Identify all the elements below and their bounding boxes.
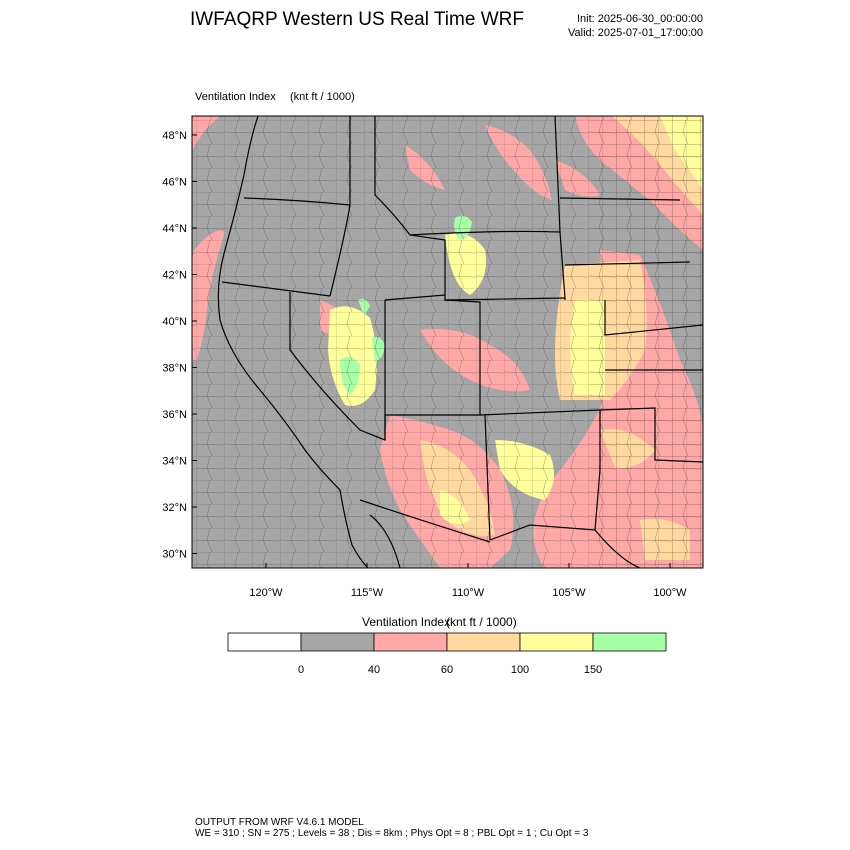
map-field	[192, 116, 703, 568]
lon-tick-label: 120°W	[249, 587, 283, 599]
plot-unit: (knt ft / 1000)	[290, 91, 355, 103]
lat-tick-label: 34°N	[162, 456, 187, 468]
colorbar-label: 0	[297, 664, 305, 676]
plot-title: Ventilation Index	[195, 91, 276, 103]
longitude-axis: 120°W 115°W 110°W 105°W 100°W	[249, 563, 687, 599]
lat-tick-label: 48°N	[162, 130, 187, 142]
lat-tick-label: 44°N	[162, 223, 187, 235]
colorbar-swatch	[300, 632, 375, 652]
colorbar	[227, 632, 667, 652]
colorbar-swatch	[592, 632, 667, 652]
lat-tick-label: 40°N	[162, 316, 187, 328]
lat-tick-label: 38°N	[162, 363, 187, 375]
footer-model-line: OUTPUT FROM WRF V4.6.1 MODEL	[195, 817, 364, 828]
colorbar-label: 100	[510, 664, 530, 676]
colorbar-swatch	[519, 632, 594, 652]
footer-config-line: WE = 310 ; SN = 275 ; Levels = 38 ; Dis …	[195, 828, 589, 839]
lon-tick-label: 105°W	[552, 587, 586, 599]
lon-tick-label: 100°W	[653, 587, 687, 599]
lon-tick-label: 115°W	[351, 587, 384, 599]
colorbar-unit: (knt ft / 1000)	[446, 615, 517, 629]
colorbar-label: 40	[367, 664, 381, 676]
lat-tick-label: 36°N	[162, 409, 187, 421]
colorbar-swatch	[227, 632, 302, 652]
lat-tick-label: 30°N	[162, 549, 187, 561]
map-frame	[191, 115, 704, 569]
main-title: IWFAQRP Western US Real Time WRF	[190, 9, 524, 30]
colorbar-swatch	[446, 632, 521, 652]
colorbar-label: 60	[440, 664, 454, 676]
lon-tick-label: 110°W	[452, 587, 485, 599]
state-boundaries	[217, 116, 703, 568]
colorbar-label: 150	[583, 664, 603, 676]
lat-tick-label: 32°N	[162, 502, 187, 514]
colorbar-swatch	[373, 632, 448, 652]
lat-tick-label: 42°N	[162, 270, 187, 282]
init-time: Init: 2025-06-30_00:00:00	[577, 13, 703, 25]
lat-tick-label: 46°N	[162, 177, 187, 189]
latitude-axis: 48°N 46°N 44°N 42°N 40°N 38°N 36°N 34°N 32°N 30°N	[162, 130, 197, 561]
valid-time: Valid: 2025-07-01_17:00:00	[568, 27, 703, 39]
colorbar-title: Ventilation Index	[362, 615, 451, 629]
